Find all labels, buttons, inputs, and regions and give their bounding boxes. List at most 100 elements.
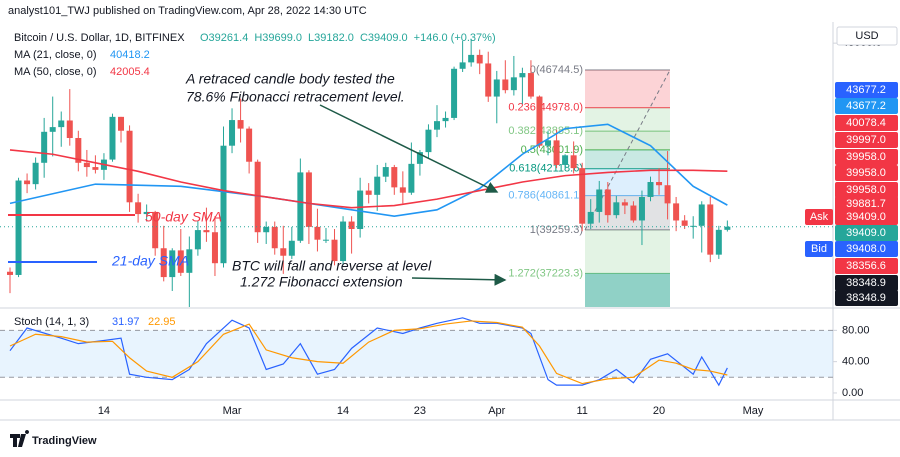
candle-body (169, 250, 176, 278)
price-tag-label: 39958.0 (846, 167, 886, 179)
y-tick-label: 40.00 (842, 356, 870, 368)
candle-body (647, 182, 654, 197)
candle-body (348, 221, 355, 230)
side-tag-label: Bid (811, 243, 827, 255)
candle-body (220, 145, 227, 264)
x-tick-label: 11 (576, 405, 587, 417)
price-tag (835, 258, 898, 274)
legend-value: O39261.4 (200, 32, 248, 44)
stoch-line (9, 320, 728, 385)
candle-body (288, 240, 295, 256)
fib-label: 1(39259.3) (530, 224, 583, 236)
price-tag (835, 115, 898, 131)
candle-body (399, 187, 406, 193)
currency-box[interactable] (836, 26, 898, 46)
fib-label: 0.382(43885.1) (508, 125, 583, 137)
y-tick-label: 80.00 (842, 324, 870, 336)
candle-body (579, 168, 586, 224)
fib-label: 1.272(37223.3) (508, 267, 583, 279)
candle-body (724, 226, 731, 230)
candle-body (596, 189, 603, 212)
candle-body (340, 221, 347, 262)
footer: TradingView (10, 430, 97, 447)
candle-body (451, 68, 458, 118)
price-tag-label: 39408.0 (846, 243, 886, 255)
price-tag-label: 38348.9 (846, 292, 886, 304)
candle-body (416, 152, 423, 164)
price-tag (835, 132, 898, 148)
x-tick-label: Apr (488, 405, 505, 417)
side-tag-label: Ask (810, 211, 829, 223)
candle-body (263, 226, 270, 233)
annotation-line: BTC will fall and reverse at level (232, 258, 432, 274)
fib-zone (585, 69, 670, 108)
x-tick-label: Mar (223, 405, 242, 417)
candle-body (656, 182, 663, 186)
side-tag (805, 209, 833, 225)
candle-body (527, 73, 534, 97)
candle-body (109, 116, 116, 160)
candle-body (545, 140, 552, 146)
candle-body (673, 203, 680, 221)
candle-body (698, 204, 705, 226)
candle-body (374, 176, 381, 195)
candle-body (126, 130, 133, 203)
price-tag (835, 149, 898, 165)
brand: TradingView (32, 435, 97, 447)
candle-body (66, 120, 73, 139)
moving-average (9, 123, 728, 218)
candle-body (32, 162, 39, 185)
candle-body (510, 77, 517, 91)
annotation-line: 78.6% Fibonacci retracement level. (186, 89, 405, 105)
candle-body (519, 73, 526, 78)
candle-body (638, 196, 645, 221)
candle-body (177, 250, 184, 273)
x-tick-label: May (743, 405, 764, 417)
moving-average (9, 149, 728, 209)
fib-label: 0.786(40861.1) (508, 190, 583, 202)
price-tag-label: 39997.0 (846, 134, 886, 146)
candle-body (297, 172, 304, 241)
price-tag-label: 43677.2 (846, 100, 886, 112)
candle-body (476, 54, 483, 64)
ma21-legend: MA (21, close, 0) (14, 49, 97, 61)
candle-body (280, 248, 287, 256)
fib-label: 0.618(42118.6) (509, 163, 583, 175)
candle-body (604, 189, 611, 216)
legend: Bitcoin / U.S. Dollar, 1D, BITFINEX O392… (14, 32, 496, 328)
candle-body (254, 161, 261, 233)
x-tick-label: 14 (98, 405, 110, 417)
candle-body (502, 79, 509, 91)
legend-value: H39699.0 (254, 32, 302, 44)
publisher: analyst101_TWJ published on TradingView.… (8, 5, 367, 17)
candle-body (425, 129, 432, 153)
candle-body (365, 190, 372, 195)
candle-body (75, 138, 82, 163)
sma21-label: 21-day SMA (111, 253, 189, 269)
sma50-label: 50-day SMA (145, 209, 222, 225)
price-tag (835, 225, 898, 241)
candle-body (314, 226, 321, 240)
candle-body (681, 220, 688, 226)
candle-body (152, 211, 159, 249)
fib-zone (585, 149, 670, 169)
logo-icon (10, 430, 30, 447)
fib-zone-ext (585, 273, 670, 307)
price-tag-label: 39958.0 (846, 184, 886, 196)
candle-body (570, 155, 577, 169)
candle-body (442, 117, 449, 122)
candle-body (493, 79, 500, 97)
ma50-legend: MA (50, close, 0) (14, 66, 97, 78)
price-tag (835, 82, 898, 98)
price-tag (835, 182, 898, 198)
candle-body (690, 225, 697, 227)
price-tag (835, 98, 898, 114)
candle-body (160, 248, 167, 278)
candle-body (707, 204, 714, 255)
candle-body (434, 121, 440, 130)
candle-body (7, 271, 13, 275)
ma50-value: 42005.4 (110, 66, 150, 78)
candle-body (15, 180, 22, 275)
